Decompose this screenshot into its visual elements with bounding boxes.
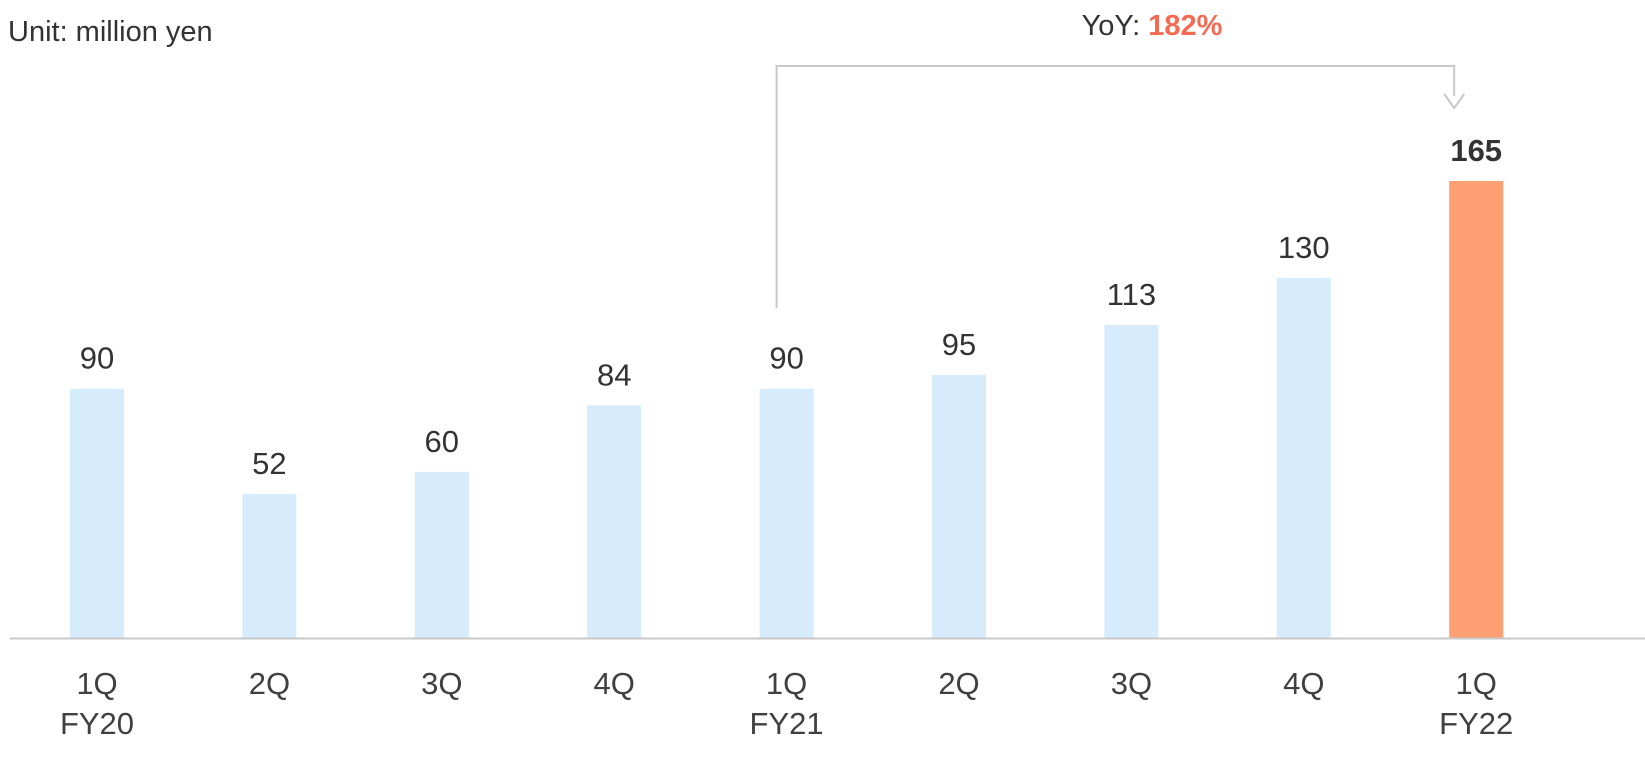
yoy-bracket-line: [775, 65, 1456, 308]
yoy-prefix: YoY:: [1082, 10, 1149, 42]
fiscal-year-label-5: FY21: [750, 706, 824, 741]
x-tick-label-5: 1Q: [766, 666, 807, 701]
bar-2: [242, 493, 297, 638]
bar-9: [1449, 181, 1504, 638]
bars: [70, 181, 1504, 638]
fiscal-year-label-9: FY22: [1439, 706, 1513, 741]
bar-7: [1104, 325, 1159, 638]
data-label-7: 113: [1107, 277, 1156, 312]
data-label-1: 90: [80, 341, 114, 376]
data-label-5: 90: [769, 341, 803, 376]
x-tick-label-4: 4Q: [594, 666, 635, 701]
unit-label: Unit: million yen: [8, 16, 213, 48]
bar-1: [70, 388, 124, 638]
data-label-6: 95: [942, 327, 976, 362]
bar-5: [759, 388, 814, 638]
fiscal-year-label-1: FY20: [60, 706, 134, 741]
x-tick-label-3: 3Q: [421, 666, 462, 701]
bar-8: [1276, 277, 1331, 638]
yoy-arrow-icon: [1443, 93, 1466, 110]
data-label-8: 130: [1278, 230, 1330, 265]
yoy-value: 182%: [1148, 10, 1222, 42]
bar-4: [587, 405, 642, 638]
x-tick-label-2: 2Q: [249, 666, 290, 701]
yoy-annotation: YoY: 182%: [1082, 10, 1223, 42]
x-tick-label-9: 1Q: [1456, 666, 1497, 701]
x-tick-label-8: 4Q: [1283, 666, 1324, 701]
x-tick-label-7: 3Q: [1111, 666, 1152, 701]
data-labels: 90 52 60 84 90 95 113 130 165: [80, 133, 1502, 481]
bar-6: [932, 374, 986, 638]
x-tick-label-1: 1Q: [76, 666, 117, 701]
yoy-bracket: [775, 65, 1466, 308]
x-tick-labels: 1Q FY20 2Q 3Q 4Q 1Q FY21 2Q 3Q 4Q 1Q FY22: [60, 666, 1513, 741]
data-label-4: 84: [597, 357, 631, 392]
bar-3: [414, 471, 469, 638]
data-label-9: 165: [1450, 133, 1502, 168]
data-label-3: 60: [425, 424, 459, 459]
data-label-2: 52: [252, 446, 286, 481]
x-tick-label-6: 2Q: [938, 666, 979, 701]
